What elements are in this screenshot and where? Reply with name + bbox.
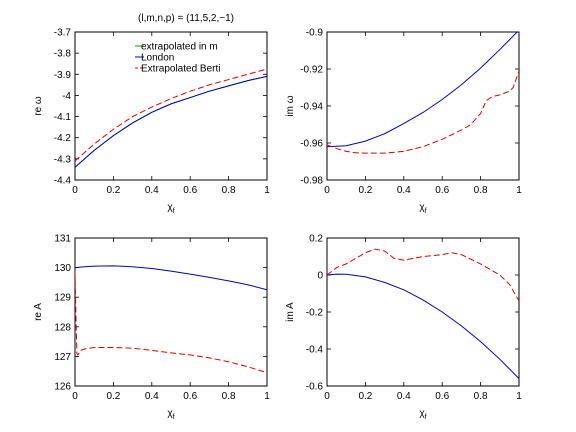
series-line-extrapolated-berti	[327, 70, 519, 154]
legend-label: extrapolated in m	[141, 42, 218, 53]
y-tick-label: -0.94	[300, 102, 323, 113]
series-group	[75, 68, 267, 168]
y-tick-label: 131	[54, 234, 71, 245]
y-tick-label: 129	[54, 293, 71, 304]
x-tick-label: 0.6	[435, 185, 449, 196]
series-line-london	[327, 273, 519, 379]
series-line-extrapolated-berti	[327, 248, 519, 302]
x-tick-label: 0	[324, 391, 330, 402]
y-tick-label: -4.4	[54, 176, 72, 187]
x-tick-label: 1	[264, 185, 270, 196]
x-tick-label: 0.8	[222, 185, 236, 196]
y-tick-label: 130	[54, 263, 71, 274]
y-tick-label: -4	[62, 91, 71, 102]
x-tick-label: 0.8	[474, 185, 488, 196]
x-tick-label: 0	[72, 391, 78, 402]
y-tick-label: -4.1	[54, 112, 72, 123]
x-tick-label: 0.2	[358, 391, 372, 402]
x-axis-label: χf	[419, 408, 426, 421]
x-axis-label: χf	[167, 202, 174, 215]
y-tick-label: 0.2	[309, 234, 323, 245]
x-tick-label: 0.8	[474, 391, 488, 402]
y-tick-label: 128	[54, 322, 71, 333]
x-tick-label: 0.4	[397, 391, 411, 402]
x-tick-label: 0	[72, 185, 78, 196]
axes-box	[74, 31, 268, 181]
x-tick-label: 0.6	[435, 391, 449, 402]
series-line-london	[75, 265, 267, 291]
x-tick-label: 0.2	[358, 185, 372, 196]
series-line-london	[75, 75, 267, 168]
y-axis-label: im A	[285, 302, 296, 322]
y-tick-label: -0.98	[300, 176, 323, 187]
x-tick-label: 0.8	[222, 391, 236, 402]
x-tick-label: 0.2	[106, 391, 120, 402]
series-line-extrapolated-berti	[75, 68, 267, 162]
y-axis-label: im ω	[285, 95, 296, 116]
y-tick-label: -4.2	[54, 133, 72, 144]
subplot-1: 0 0.2 0.4 0.6 0.8 1 -4.4 -4.3 -4.2 -4.1 -4 -3.9 -3.8…	[33, 28, 270, 216]
legend-label: Extrapolated Berti	[141, 64, 221, 75]
y-tick-label: -3.9	[54, 70, 72, 81]
x-axis-label: χf	[167, 408, 174, 421]
series-line-extrapolated-berti	[75, 270, 267, 374]
subplot-4: 0 0.2 0.4 0.6 0.8 1 -0.6 -0.4 -0.2 0 0.2 χf im A	[285, 234, 522, 422]
y-tick-label: -0.92	[300, 65, 323, 76]
y-tick-label: -4.3	[54, 154, 72, 165]
y-tick-label: 126	[54, 382, 71, 393]
y-axis-label: re ω	[33, 96, 44, 116]
x-tick-label: 0.4	[145, 391, 159, 402]
y-tick-label: -0.2	[306, 308, 324, 319]
series-line-london	[327, 32, 518, 148]
series-group	[327, 248, 519, 379]
y-tick-label: -0.6	[306, 382, 324, 393]
y-tick-label: -0.4	[306, 345, 324, 356]
x-tick-label: 1	[516, 185, 522, 196]
x-tick-label: 0.6	[183, 391, 197, 402]
axes-box	[326, 237, 520, 387]
subplot-3: 0 0.2 0.4 0.6 0.8 1 126 127 128 129 130 131 χf re A	[33, 234, 270, 422]
y-tick-label: -0.9	[306, 28, 324, 39]
subplots: 0 0.2 0.4 0.6 0.8 1 -4.4 -4.3 -4.2 -4.1 -4 -3.9 -3.8…	[33, 28, 522, 422]
y-tick-label: -3.7	[54, 28, 72, 39]
y-tick-label: 127	[54, 352, 71, 363]
series-group	[75, 265, 267, 374]
x-tick-label: 0.2	[106, 185, 120, 196]
x-tick-label: 0	[324, 185, 330, 196]
y-axis-label: re A	[33, 303, 44, 321]
x-tick-label: 1	[264, 391, 270, 402]
legend-label: London	[141, 53, 174, 64]
x-axis-label: χf	[419, 202, 426, 215]
series-group	[327, 32, 519, 154]
y-tick-label: -0.96	[300, 139, 323, 150]
y-tick-label: 0	[317, 271, 323, 282]
y-tick-label: -3.8	[54, 49, 72, 60]
figure-title: (l,m,n,p) = (11,5,2,−1)	[138, 13, 234, 24]
x-tick-label: 0.4	[145, 185, 159, 196]
x-tick-label: 1	[516, 391, 522, 402]
axes-box	[74, 237, 268, 387]
subplot-2: 0 0.2 0.4 0.6 0.8 1 -0.98 -0.96 -0.94 -0.92 -0.9 χf…	[285, 28, 522, 216]
x-tick-label: 0.4	[397, 185, 411, 196]
axes-box	[326, 31, 520, 181]
x-tick-label: 0.6	[183, 185, 197, 196]
